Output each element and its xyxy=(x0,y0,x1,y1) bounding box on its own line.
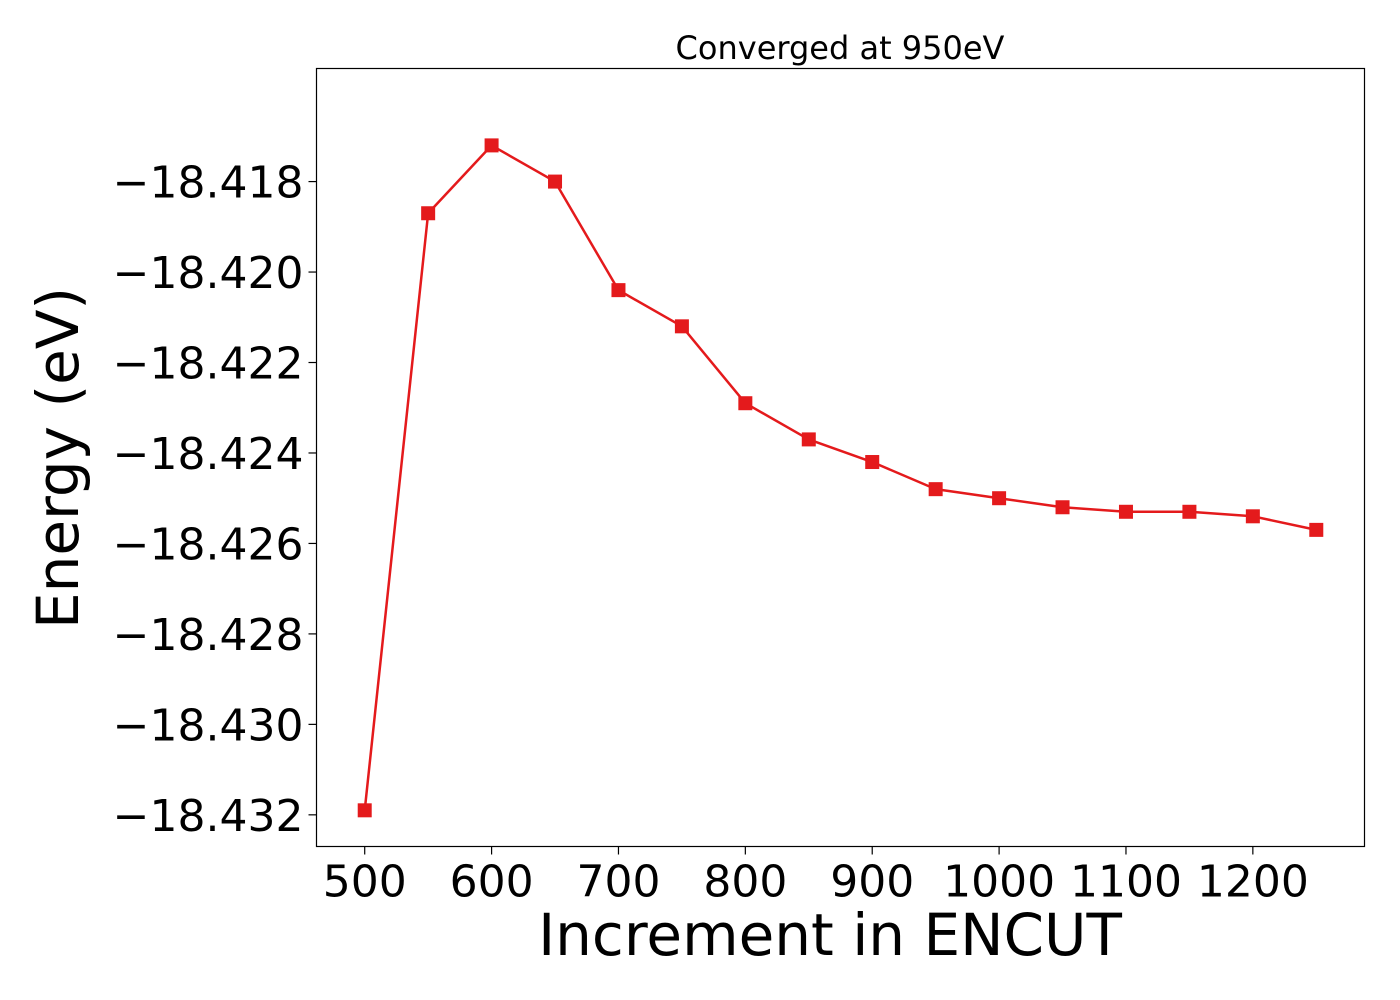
y-tick-label: −18.418 xyxy=(113,158,304,209)
data-point-marker xyxy=(928,482,943,497)
data-point-marker xyxy=(1118,504,1133,519)
y-tick-label: −18.430 xyxy=(113,700,304,751)
y-tick-label: −18.432 xyxy=(113,791,304,842)
y-tick-label: −18.426 xyxy=(113,519,304,570)
x-axis: 500 600 700 800 900 1000 1100 1200 xyxy=(323,846,1309,908)
series-line xyxy=(363,144,1317,811)
x-tick-label: 600 xyxy=(450,857,534,908)
plot-frame xyxy=(315,67,1366,848)
y-tick-label: −18.420 xyxy=(113,248,304,299)
x-tick-label: 500 xyxy=(323,857,407,908)
data-point-marker xyxy=(548,174,563,189)
data-point-marker xyxy=(865,455,880,470)
y-tick-label: −18.428 xyxy=(113,610,304,661)
y-tick-label: −18.424 xyxy=(113,429,304,480)
data-point-marker xyxy=(1245,509,1260,524)
chart-title: Converged at 950eV xyxy=(676,29,1005,67)
data-point-marker xyxy=(674,319,689,334)
y-axis-label: Energy (eV) xyxy=(24,287,92,629)
plot-area xyxy=(357,138,1324,818)
data-point-marker xyxy=(801,432,816,447)
data-point-marker xyxy=(357,803,372,818)
x-tick-label: 700 xyxy=(576,857,660,908)
data-point-marker xyxy=(611,283,626,298)
data-point-marker xyxy=(421,206,436,221)
data-point-marker xyxy=(1055,500,1070,515)
y-axis: −18.418 −18.420 −18.422 −18.424 −18.426 −18.4… xyxy=(113,158,317,842)
x-tick-label: 1100 xyxy=(1070,857,1182,908)
data-point-marker xyxy=(1182,504,1197,519)
data-point-marker xyxy=(484,138,499,153)
x-tick-label: 1000 xyxy=(943,857,1055,908)
x-tick-label: 800 xyxy=(703,857,787,908)
y-tick-label: −18.422 xyxy=(113,339,304,390)
data-point-marker xyxy=(738,396,753,411)
data-point-marker xyxy=(1309,522,1324,537)
x-tick-label: 1200 xyxy=(1197,857,1309,908)
x-axis-label: Increment in ENCUT xyxy=(538,901,1122,969)
data-point-marker xyxy=(992,491,1007,506)
x-tick-label: 900 xyxy=(830,857,914,908)
